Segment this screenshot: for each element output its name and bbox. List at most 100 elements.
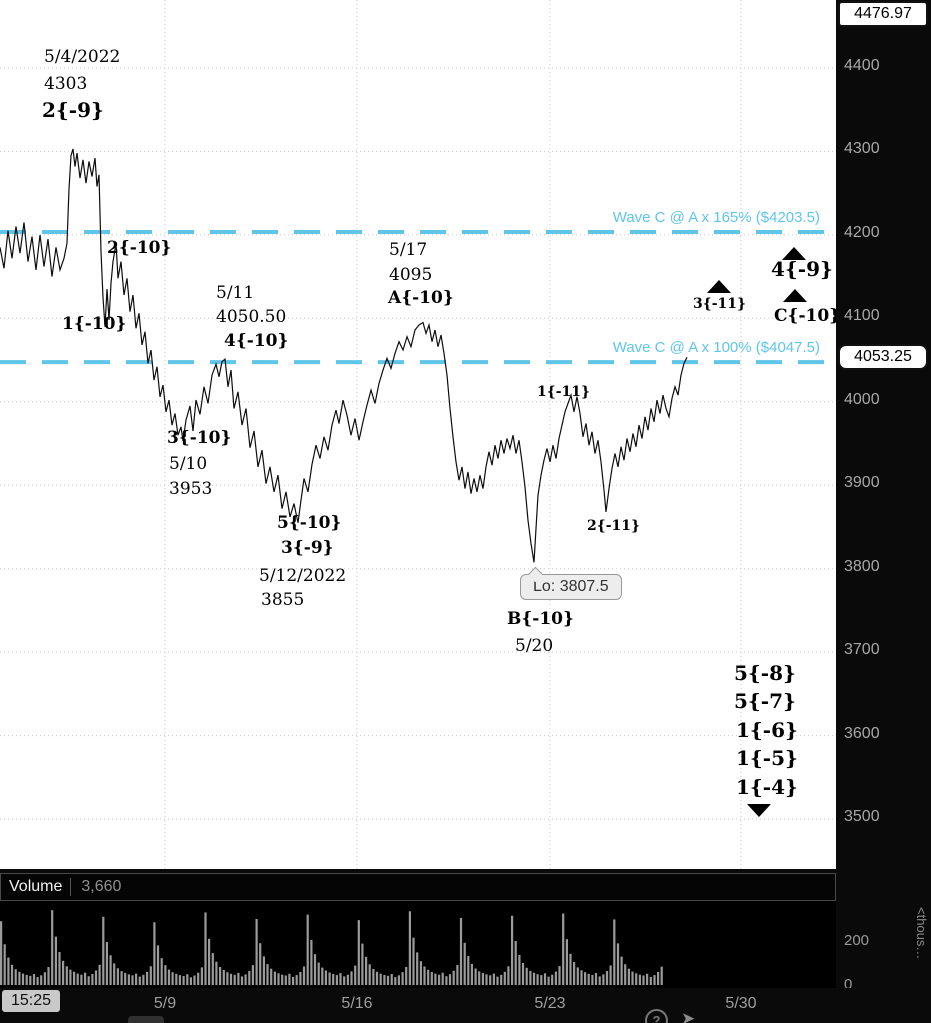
price-tick-label: 4000 bbox=[844, 390, 880, 408]
question-circle-icon[interactable]: ? bbox=[645, 1009, 668, 1023]
wave-annotation[interactable]: 5/20 bbox=[515, 636, 554, 656]
volume-bar bbox=[642, 975, 645, 985]
wave-annotation[interactable]: 1{-6} bbox=[736, 718, 798, 742]
wave-annotation[interactable]: 5{-8} bbox=[734, 661, 796, 685]
volume-bar bbox=[94, 970, 98, 985]
volume-bar bbox=[434, 973, 437, 985]
volume-bar bbox=[197, 972, 200, 985]
volume-bar bbox=[383, 974, 386, 985]
volume-bar bbox=[361, 943, 364, 985]
volume-bar bbox=[98, 964, 101, 985]
volume-current-value: 3,660 bbox=[81, 878, 122, 895]
wave-annotation[interactable]: 3{-10} bbox=[167, 428, 232, 448]
volume-bar bbox=[193, 975, 196, 985]
volume-bar bbox=[335, 975, 338, 985]
volume-bar bbox=[146, 971, 149, 985]
price-pane[interactable]: Wave C @ A x 165% ($4203.5) Wave C @ A x … bbox=[0, 0, 836, 869]
volume-bar bbox=[43, 972, 46, 985]
volume-bar bbox=[178, 975, 181, 985]
price-tick-label: 4100 bbox=[844, 307, 880, 325]
volume-axis: 200 0 <thous… bbox=[836, 901, 931, 993]
volume-bar bbox=[262, 956, 265, 985]
volume-bar bbox=[646, 973, 649, 985]
wave-annotation[interactable]: 5/17 bbox=[389, 240, 428, 260]
wave-annotation[interactable]: 4303 bbox=[44, 74, 88, 94]
wave-annotation[interactable]: 2{-9} bbox=[42, 98, 104, 122]
volume-bar bbox=[270, 968, 273, 985]
wave-annotation[interactable]: 5/10 bbox=[169, 454, 208, 474]
time-axis[interactable]: 15:25 5/9 5/16 5/23 5/30 ? ➤ bbox=[0, 988, 931, 1023]
wave-annotation[interactable]: 4095 bbox=[389, 265, 433, 285]
wave-annotation[interactable]: C{-10} bbox=[774, 306, 836, 326]
volume-bar bbox=[32, 974, 36, 985]
low-price-bubble[interactable]: Lo: 3807.5 bbox=[520, 566, 622, 600]
volume-bar bbox=[390, 974, 393, 985]
wave-extension-label: Wave C @ A x 100% ($4047.5) bbox=[613, 339, 820, 356]
volume-bar bbox=[208, 938, 211, 985]
volume-bar bbox=[91, 974, 94, 985]
header-divider bbox=[70, 878, 72, 896]
wave-annotation[interactable]: 5/12/2022 bbox=[259, 566, 347, 586]
price-tick-label: 3600 bbox=[844, 724, 880, 742]
volume-pane[interactable] bbox=[0, 901, 836, 988]
volume-bar bbox=[7, 957, 10, 985]
volume-bar bbox=[135, 973, 138, 985]
wave-annotation[interactable]: 1{-11} bbox=[537, 384, 591, 400]
wave-annotation[interactable]: 3855 bbox=[261, 590, 305, 610]
wave-annotation[interactable]: 5/11 bbox=[216, 283, 255, 303]
wave-annotation[interactable]: A{-10} bbox=[388, 288, 454, 308]
volume-bar bbox=[40, 975, 43, 985]
volume-bar bbox=[635, 973, 638, 985]
wave-marker-up-triangle[interactable] bbox=[707, 280, 731, 293]
last-price-box: 4053.25 bbox=[838, 344, 928, 370]
wave-annotation[interactable]: 2{-11} bbox=[587, 518, 641, 534]
wave-marker-up-triangle[interactable] bbox=[783, 289, 807, 302]
volume-bar bbox=[299, 972, 302, 985]
volume-study-label[interactable]: Volume bbox=[9, 878, 63, 895]
volume-bar bbox=[394, 977, 397, 985]
wave-annotation[interactable]: 2{-10} bbox=[107, 238, 172, 258]
bubble-text: Lo: 3807.5 bbox=[533, 578, 609, 595]
wave-annotation[interactable]: 4{-10} bbox=[224, 331, 289, 351]
volume-bar bbox=[102, 916, 105, 985]
volume-bar bbox=[251, 965, 254, 985]
wave-annotation[interactable]: 5/4/2022 bbox=[44, 47, 121, 67]
wave-annotation[interactable]: 1{-10} bbox=[62, 314, 127, 334]
volume-bar bbox=[375, 971, 379, 985]
time-tick-label: 5/23 bbox=[534, 995, 566, 1012]
volume-bar bbox=[204, 912, 207, 985]
price-axis[interactable]: 4400 4300 4200 4100 4000 3900 3800 3700 3600 3500… bbox=[836, 0, 931, 869]
volume-bar bbox=[259, 943, 262, 985]
wave-annotation[interactable]: 3{-9} bbox=[281, 538, 334, 558]
volume-tick-label: 0 bbox=[844, 976, 853, 993]
volume-bar bbox=[346, 974, 349, 985]
volume-bar bbox=[470, 963, 473, 985]
volume-bar bbox=[200, 967, 203, 985]
volume-bar bbox=[649, 976, 652, 985]
volume-bar bbox=[467, 956, 470, 985]
volume-bar bbox=[624, 964, 627, 985]
wave-annotation[interactable]: 5{-10} bbox=[277, 513, 342, 533]
wave-annotation[interactable]: 1{-5} bbox=[736, 746, 798, 770]
volume-bar bbox=[328, 972, 331, 985]
wave-marker-up-triangle[interactable] bbox=[782, 247, 806, 260]
volume-bar bbox=[113, 963, 116, 985]
wave-annotation[interactable]: 4050.50 bbox=[216, 307, 287, 327]
pointer-arrow-icon[interactable]: ➤ bbox=[681, 1009, 696, 1023]
volume-bar bbox=[416, 952, 419, 985]
wave-annotation[interactable]: 3{-11} bbox=[693, 296, 747, 312]
wave-marker-down-triangle[interactable] bbox=[747, 804, 771, 817]
wave-annotation[interactable]: 4{-9} bbox=[771, 257, 833, 281]
time-tick-label: 5/9 bbox=[153, 995, 177, 1012]
wave-annotation[interactable]: 1{-4} bbox=[736, 775, 798, 799]
volume-bar bbox=[554, 971, 557, 985]
volume-study-header[interactable]: Volume 3,660 bbox=[0, 873, 836, 901]
wave-annotation[interactable]: 5{-7} bbox=[734, 689, 796, 713]
volume-bar bbox=[222, 970, 225, 985]
wave-annotation[interactable]: B{-10} bbox=[507, 609, 574, 629]
wave-annotation[interactable]: 3953 bbox=[169, 479, 213, 499]
volume-bar bbox=[419, 961, 422, 985]
partial-toolbar-button[interactable] bbox=[128, 1016, 164, 1023]
volume-bar bbox=[80, 974, 83, 985]
volume-bar bbox=[284, 975, 287, 985]
